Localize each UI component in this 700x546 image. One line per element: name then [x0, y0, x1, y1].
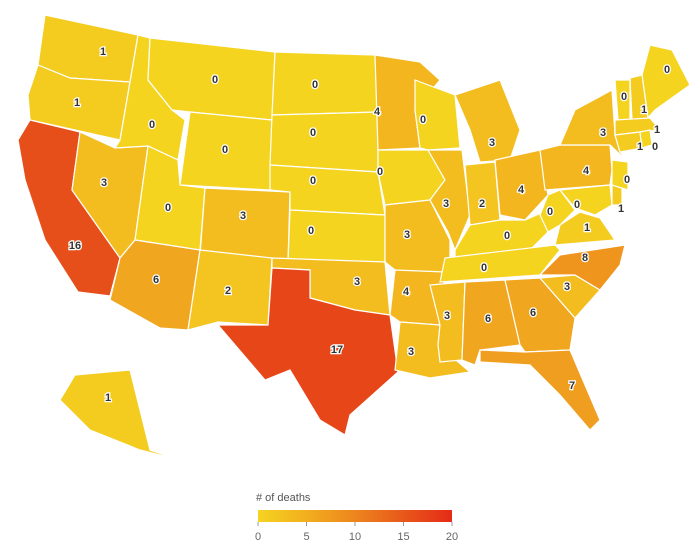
state-label: 1: [74, 97, 80, 109]
state-label: 8: [582, 252, 588, 264]
state: [639, 129, 653, 149]
state-label: 3: [444, 310, 450, 322]
state-label: 1: [584, 222, 590, 234]
state: [611, 159, 629, 191]
state-label: 3: [354, 276, 360, 288]
state: [558, 184, 613, 216]
state-label: 1: [618, 203, 624, 215]
state: [479, 349, 601, 431]
state: [216, 267, 399, 436]
state-label: 4: [403, 286, 410, 298]
state-label: 0: [652, 141, 658, 153]
legend-tick-label: 15: [397, 531, 409, 543]
state-label: 0: [420, 114, 426, 126]
legend-bar: [258, 510, 452, 522]
state-label: 1: [105, 392, 111, 404]
state-label: 3: [101, 177, 107, 189]
state: [454, 79, 521, 163]
state-label: 4: [518, 184, 525, 196]
state-label: 0: [212, 74, 218, 86]
state-label: 0: [310, 127, 316, 139]
state: [439, 244, 561, 283]
state-label: 4: [374, 106, 381, 118]
state-label: 0: [504, 230, 510, 242]
state-label: 0: [664, 64, 670, 76]
state: [287, 209, 386, 263]
state-label: 0: [481, 262, 487, 274]
legend-title: # of deaths: [256, 492, 311, 504]
state: [271, 51, 379, 116]
state: [464, 161, 501, 226]
states: [17, 14, 691, 461]
state-label: 1: [637, 141, 643, 153]
state-label: 6: [530, 307, 536, 319]
state-label: 0: [222, 144, 228, 156]
state-label: 17: [331, 344, 343, 356]
state-label: 3: [240, 210, 246, 222]
state-label: 3: [564, 281, 570, 293]
state-label: 0: [377, 166, 383, 178]
state-label: 1: [641, 104, 647, 116]
state-label: 2: [479, 198, 485, 210]
state-label: 4: [583, 165, 590, 177]
state: [641, 44, 691, 120]
state-label: 3: [408, 346, 414, 358]
state-label: 0: [165, 202, 171, 214]
state-label: 3: [404, 229, 410, 241]
legend-tick-label: 0: [255, 531, 261, 543]
state-label: 3: [489, 137, 495, 149]
state: [59, 369, 181, 461]
state-label: 1: [654, 124, 660, 136]
state: [554, 211, 617, 246]
legend-tick-label: 20: [446, 531, 458, 543]
state-label: 3: [443, 198, 449, 210]
state-label: 6: [153, 274, 159, 286]
state-label: 0: [574, 199, 580, 211]
state-label: 6: [485, 313, 491, 325]
state: [539, 144, 613, 191]
state-label: 1: [100, 46, 106, 58]
state-label: 0: [621, 91, 627, 103]
state: [426, 149, 471, 252]
state-label: 0: [310, 175, 316, 187]
legend-tick-label: 10: [349, 531, 361, 543]
state-label: 16: [69, 240, 81, 252]
state: [538, 244, 626, 291]
state-label: 0: [624, 174, 630, 186]
state-label: 0: [149, 119, 155, 131]
state: [494, 149, 549, 221]
state: [269, 111, 379, 173]
state-label: 2: [225, 285, 231, 297]
state-label: 0: [312, 79, 318, 91]
legend-tick-label: 5: [303, 531, 309, 543]
state-label: 7: [569, 380, 575, 392]
state-label: 0: [547, 206, 553, 218]
state-label: 0: [308, 225, 314, 237]
state: [187, 249, 273, 331]
state-label: 3: [600, 127, 606, 139]
